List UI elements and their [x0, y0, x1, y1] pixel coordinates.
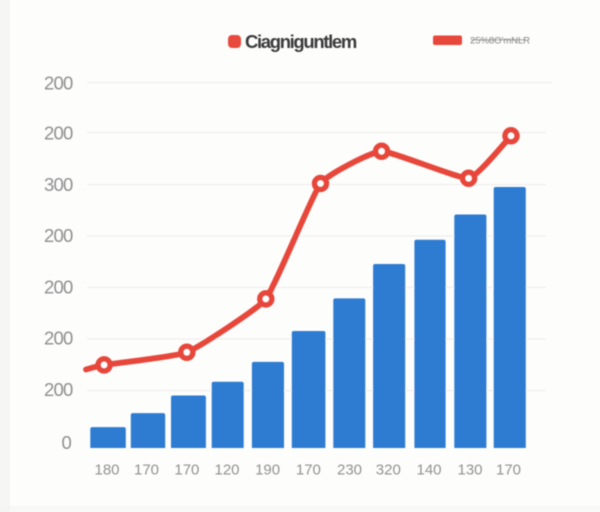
- svg-text:130: 130: [457, 462, 482, 479]
- svg-text:0: 0: [62, 432, 72, 453]
- svg-text:320: 320: [376, 462, 401, 479]
- svg-text:230: 230: [337, 462, 362, 479]
- svg-text:200: 200: [44, 379, 73, 400]
- svg-text:200: 200: [44, 225, 73, 246]
- svg-text:120: 120: [214, 462, 239, 479]
- svg-text:140: 140: [416, 462, 441, 479]
- svg-text:200: 200: [44, 328, 73, 349]
- svg-text:170: 170: [174, 462, 199, 479]
- svg-text:170: 170: [296, 462, 321, 479]
- svg-text:200: 200: [44, 73, 73, 94]
- svg-text:200: 200: [44, 277, 73, 298]
- svg-text:170: 170: [496, 462, 521, 479]
- svg-text:190: 190: [255, 462, 280, 479]
- svg-text:300: 300: [44, 174, 73, 195]
- svg-text:170: 170: [134, 462, 159, 479]
- svg-text:180: 180: [94, 462, 119, 479]
- svg-text:Ciagniguntlem: Ciagniguntlem: [245, 31, 357, 52]
- svg-text:25%8O'mNLR: 25%8O'mNLR: [470, 35, 530, 46]
- svg-text:200: 200: [44, 123, 73, 144]
